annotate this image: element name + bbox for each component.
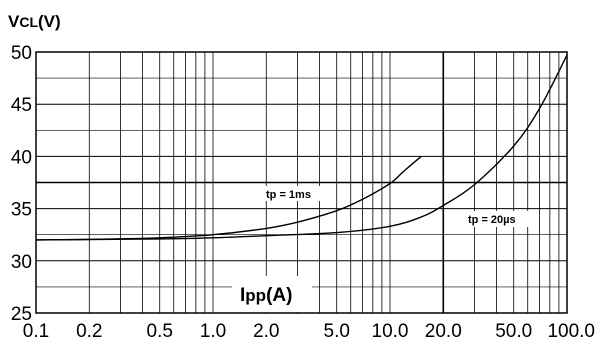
- series-label-1ms: tp = 1ms: [266, 189, 311, 201]
- series-label-1ms-background: [264, 186, 328, 201]
- x-tick-label: 1.0: [200, 321, 226, 342]
- y-axis-title: VCL(V): [8, 12, 61, 31]
- y-tick-labels: 25 30 35 40 45 50: [11, 43, 32, 325]
- x-tick-labels: 0.1 0.2 0.5 1.0 2.0 5.0 10.0 20.0 50.0 100.0: [23, 321, 595, 342]
- y-tick-label: 40: [11, 147, 32, 168]
- x-tick-label: 50.0: [495, 321, 532, 342]
- y-axis-title-main: V: [8, 12, 20, 31]
- x-tick-label: 0.1: [23, 321, 49, 342]
- series-label-20us: tp = 20µs: [468, 214, 516, 226]
- x-tick-label: 0.5: [147, 321, 173, 342]
- x-axis-title: Ipp(A): [240, 285, 292, 306]
- x-axis-title-sub: pp: [245, 286, 266, 305]
- y-tick-label: 45: [11, 95, 32, 116]
- x-tick-label: 10.0: [372, 321, 409, 342]
- y-tick-label: 35: [11, 200, 32, 221]
- series-curves: [35, 54, 568, 241]
- x-axis-title-main: I: [240, 285, 245, 306]
- y-axis-title-sub: CL: [19, 14, 38, 30]
- series-line-0: [35, 155, 422, 241]
- major-gridlines: [36, 103, 567, 262]
- y-axis-title-unit: (V): [38, 12, 61, 31]
- series-line-1: [35, 54, 568, 241]
- x-axis-title-unit: (A): [266, 285, 292, 306]
- x-tick-label: 5.0: [324, 321, 350, 342]
- x-tick-label: 0.2: [76, 321, 102, 342]
- y-tick-label: 50: [11, 43, 32, 64]
- x-axis-title-background: [232, 276, 312, 312]
- y-tick-label: 30: [11, 252, 32, 273]
- reference-lines: [36, 52, 567, 313]
- x-tick-label: 20.0: [425, 321, 462, 342]
- x-tick-label: 100.0: [547, 321, 595, 342]
- series-label-20us-background: [466, 211, 538, 227]
- plot-frame: [35, 51, 568, 314]
- x-tick-label: 2.0: [253, 321, 279, 342]
- y-tick-label: 25: [11, 304, 32, 325]
